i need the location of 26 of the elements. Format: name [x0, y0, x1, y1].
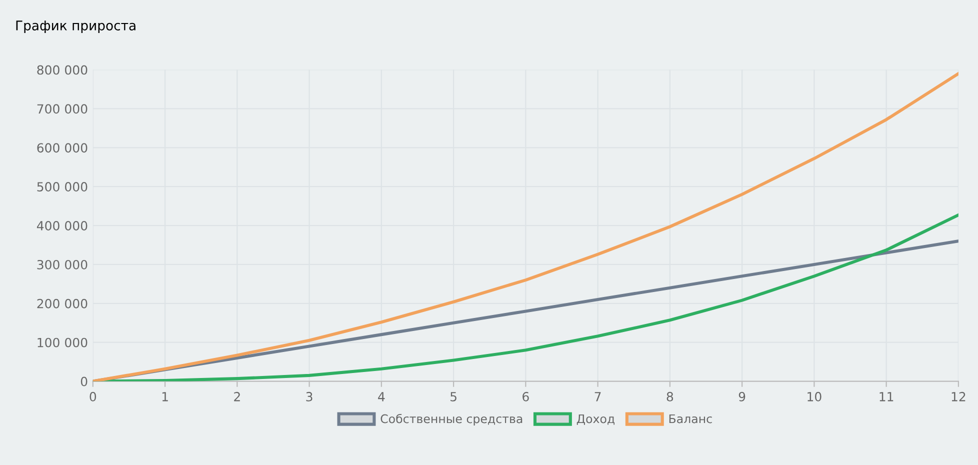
x-tick-label: 11 [880, 392, 894, 402]
x-tick-label: 1 [162, 392, 168, 402]
y-tick-label: 500 000 [37, 182, 88, 192]
x-tick-label: 10 [808, 392, 822, 402]
x-tick-label: 0 [90, 392, 96, 402]
x-tick-label: 3 [306, 392, 312, 402]
legend-label: Собственные средства [380, 414, 522, 426]
legend-label: Баланс [669, 414, 712, 424]
x-tick-label: 9 [738, 392, 746, 402]
x-tick-label: 2 [234, 392, 240, 402]
x-tick-label: 4 [378, 392, 385, 402]
y-tick-label: 700 000 [37, 104, 88, 114]
y-tick-label: 100 000 [38, 338, 88, 348]
x-tick-label: 7 [594, 392, 601, 402]
x-tick-label: 5 [450, 392, 456, 402]
y-tick-label: 0 [80, 376, 88, 386]
x-tick-label: 8 [666, 392, 674, 402]
y-tick-label: 300 000 [37, 260, 88, 270]
y-tick-label: 400 000 [36, 220, 88, 230]
y-tick-label: 600 000 [37, 143, 88, 153]
chart-title: График прироста [16, 20, 136, 34]
y-tick-label: 800 000 [37, 65, 88, 75]
y-tick-label: 200 000 [37, 298, 88, 308]
legend-label: Доход [576, 414, 615, 425]
x-tick-label: 12 [952, 392, 966, 402]
x-tick-label: 6 [522, 392, 529, 402]
